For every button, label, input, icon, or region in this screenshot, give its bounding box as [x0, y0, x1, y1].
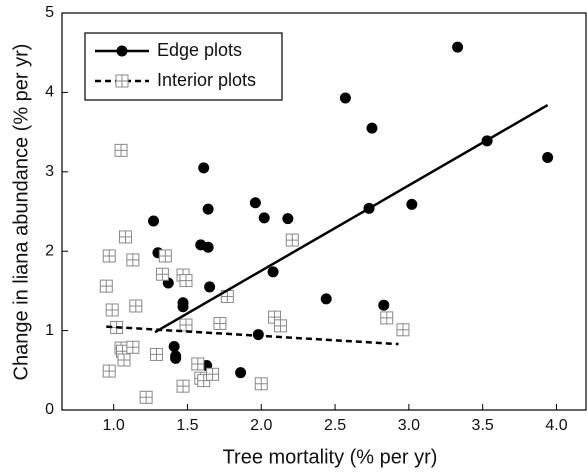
point-part: [380, 311, 393, 324]
legend-box: [84, 32, 283, 101]
point: [396, 323, 410, 337]
plot-frame: [61, 12, 587, 411]
point-part: [177, 380, 190, 393]
point-part: [116, 75, 128, 87]
point: [249, 197, 261, 209]
point: [116, 45, 128, 57]
point: [285, 233, 299, 247]
point: [235, 367, 247, 379]
x-tick-label: 1.5: [176, 417, 198, 434]
point-part: [191, 357, 204, 370]
point: [126, 253, 140, 267]
point: [339, 92, 351, 104]
point: [129, 299, 143, 313]
x-tick-label: 4.0: [545, 417, 567, 434]
legend-label: Edge plots: [157, 40, 242, 60]
trend-line: [154, 104, 549, 334]
point-part: [206, 368, 219, 381]
y-tick-label: 3: [45, 163, 54, 180]
point-part: [221, 290, 234, 303]
x-tick-label: 1.0: [103, 417, 125, 434]
point: [452, 41, 464, 53]
point: [139, 390, 153, 404]
point-part: [103, 249, 116, 262]
point-part: [255, 377, 268, 390]
point: [191, 357, 205, 371]
point: [198, 162, 210, 174]
x-tick-label: 2.0: [250, 417, 272, 434]
point-part: [159, 249, 172, 262]
point-part: [100, 280, 113, 293]
point: [282, 213, 294, 225]
point: [542, 152, 554, 164]
y-axis-label: Change in liana abundance (% per yr): [10, 44, 32, 381]
point: [179, 274, 193, 288]
point: [267, 266, 279, 278]
point-part: [106, 303, 119, 316]
point-part: [115, 144, 128, 157]
point: [206, 367, 220, 381]
point: [273, 319, 287, 333]
point: [158, 249, 172, 263]
point-part: [179, 319, 192, 332]
point: [176, 379, 190, 393]
point-part: [126, 341, 139, 354]
point-part: [274, 319, 287, 332]
y-tick-label: 0: [45, 401, 54, 418]
point-part: [126, 253, 139, 266]
point: [202, 241, 214, 253]
point-part: [119, 230, 132, 243]
point: [254, 377, 268, 391]
point: [202, 203, 214, 215]
x-tick-label: 3.0: [398, 417, 420, 434]
point: [155, 267, 169, 281]
y-tick-label: 5: [45, 4, 54, 21]
point: [177, 301, 189, 313]
point: [378, 299, 390, 311]
point: [320, 293, 332, 305]
point: [204, 281, 216, 293]
x-axis-label: Tree mortality (% per yr): [223, 446, 438, 468]
point-part: [156, 268, 169, 281]
x-tick-label: 3.5: [472, 417, 494, 434]
trend-line: [106, 325, 399, 346]
point-part: [129, 299, 142, 312]
point: [117, 353, 131, 367]
y-tick-label: 4: [45, 84, 54, 101]
y-tick-label: 1: [45, 322, 54, 339]
point: [213, 316, 227, 330]
x-tick-label: 2.5: [324, 417, 346, 434]
point: [105, 303, 119, 317]
legend-label: Interior plots: [157, 70, 256, 90]
point-part: [286, 234, 299, 247]
point: [102, 249, 116, 263]
point: [258, 212, 270, 224]
point: [149, 347, 163, 361]
point: [102, 364, 116, 378]
point-part: [396, 323, 409, 336]
point: [380, 311, 394, 325]
point: [170, 352, 182, 364]
point: [126, 340, 140, 354]
point: [168, 340, 180, 352]
point: [114, 143, 128, 157]
point-part: [140, 391, 153, 404]
point-part: [150, 348, 163, 361]
point-part: [103, 365, 116, 378]
point: [115, 74, 129, 88]
point: [118, 230, 132, 244]
point-part: [117, 353, 130, 366]
point: [148, 215, 160, 227]
point: [366, 122, 378, 134]
point: [99, 279, 113, 293]
y-tick-label: 2: [45, 242, 54, 259]
point: [179, 318, 193, 332]
point-part: [179, 274, 192, 287]
point: [406, 198, 418, 210]
point-part: [213, 317, 226, 330]
